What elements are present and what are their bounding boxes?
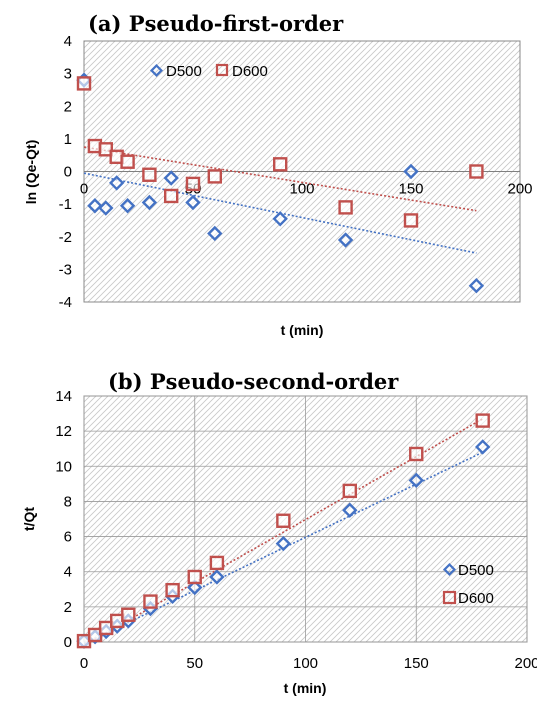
chart-a-point-d600 <box>120 154 135 169</box>
chart-a-y-tick-label: 4 <box>64 33 72 50</box>
chart-b-legend-d500-marker <box>442 562 457 577</box>
chart-b-point-d500 <box>275 535 292 552</box>
chart-b-point-d600 <box>165 582 180 598</box>
chart-a-point-d500 <box>207 225 223 242</box>
chart-a-y-tick-label: -1 <box>59 196 72 213</box>
chart-b-point-d500 <box>187 579 203 596</box>
chart-a-point-d600 <box>273 157 288 172</box>
chart-b-x-ticks: 0 50 100 150 200 <box>80 655 537 672</box>
chart-b-point-d600 <box>209 555 225 571</box>
chart-b-point-d600 <box>276 513 291 528</box>
chart-a-y-tick-label: 1 <box>64 131 72 148</box>
chart-b-point-d600 <box>121 607 136 622</box>
chart-b-point-d500 <box>408 472 424 489</box>
chart-a-point-d600 <box>207 169 223 184</box>
chart-a-point-d500 <box>141 194 158 211</box>
chart-a-point-d500 <box>163 170 179 186</box>
chart-a-y-tick-label: 0 <box>64 164 72 181</box>
chart-b-point-d600 <box>409 446 424 462</box>
chart-a-x-tick-label: 200 <box>507 181 532 198</box>
chart-a-point-d600 <box>338 200 353 215</box>
chart-b-x-tick-label: 50 <box>186 655 203 672</box>
chart-b-point-d600 <box>187 569 202 585</box>
chart-a-point-d500 <box>109 175 125 191</box>
chart-b-y-tick-label: 8 <box>64 493 72 510</box>
chart-a-y-tick-label: 2 <box>64 98 72 115</box>
chart-a-legend-d600-label: D600 <box>232 63 268 80</box>
chart-b-y-ticks: 0 2 4 6 8 10 12 14 <box>55 388 72 651</box>
chart-b-point-d500 <box>475 439 491 455</box>
chart-a-point-d600 <box>142 167 157 182</box>
chart-b-y-tick-label: 0 <box>64 634 72 651</box>
chart-a-point-d600 <box>403 213 419 228</box>
chart-a-point-d600 <box>469 164 484 179</box>
chart-b-legend-d600-marker <box>442 590 457 605</box>
chart-a-point-d500 <box>87 198 103 214</box>
chart-a-x-axis-label: t (min) <box>281 322 324 338</box>
chart-b-title: (b) Pseudo-second-order <box>108 369 399 394</box>
chart-a-point-d600 <box>163 188 179 204</box>
chart-b-point-d600 <box>143 594 158 609</box>
chart-a-points <box>76 72 485 294</box>
chart-a-legend-d600-marker <box>215 63 229 77</box>
chart-a-point-d500 <box>119 198 136 214</box>
chart-b-point-d600 <box>475 413 490 428</box>
chart-a-point-d600 <box>185 176 201 192</box>
chart-b-gridlines <box>83 395 528 643</box>
chart-a-legend-d500-label: D500 <box>166 63 202 80</box>
chart-b-y-tick-label: 6 <box>64 529 72 546</box>
chart-a-point-d600 <box>76 76 92 91</box>
chart-a-y-tick-label: 3 <box>64 66 72 83</box>
chart-a-x-tick-label: 0 <box>80 181 88 198</box>
chart-b-legend-d600-label: D600 <box>458 590 494 607</box>
chart-b-point-d600 <box>342 483 357 499</box>
chart-b-point-d500 <box>209 569 225 585</box>
chart-b-points <box>76 413 491 649</box>
chart-b-x-tick-label: 150 <box>404 655 429 672</box>
chart-b-x-tick-label: 200 <box>514 655 537 672</box>
chart-b-x-tick-label: 0 <box>80 655 88 672</box>
chart-b-legend-d500-label: D500 <box>458 562 494 579</box>
chart-a-legend: D500 D600 <box>149 63 268 80</box>
chart-a-point-d500 <box>185 194 201 211</box>
chart-a-point-d500 <box>337 232 354 248</box>
chart-a-point-d500 <box>98 200 114 216</box>
chart-b-legend: D500 D600 <box>442 562 494 607</box>
chart-b: (b) Pseudo-second-order 0 2 4 6 8 10 12 14 0 50 1… <box>21 369 537 696</box>
chart-a-x-tick-label: 150 <box>398 181 423 198</box>
chart-b-x-tick-label: 100 <box>293 655 318 672</box>
chart-a-x-tick-label: 100 <box>289 181 314 198</box>
chart-a-point-d600 <box>98 142 114 157</box>
chart-b-y-tick-label: 4 <box>64 564 72 581</box>
chart-a-y-axis-label: ln (Qe-Qt) <box>23 140 39 205</box>
chart-a-y-ticks: -4 -3 -2 -1 0 1 2 3 4 <box>59 33 72 311</box>
chart-b-x-axis-label: t (min) <box>284 680 327 696</box>
chart-a-point-d500 <box>403 163 419 180</box>
chart-a-point-d500 <box>272 211 288 227</box>
chart-a-y-tick-label: -4 <box>59 294 72 311</box>
chart-a-y-tick-label: -3 <box>59 261 72 278</box>
chart-b-y-tick-label: 12 <box>55 423 72 440</box>
chart-a-y-tick-label: -2 <box>59 229 72 246</box>
chart-b-y-tick-label: 2 <box>64 599 72 616</box>
chart-b-y-tick-label: 10 <box>55 458 72 475</box>
chart-a-title: (a) Pseudo-first-order <box>88 11 344 36</box>
chart-a-point-d500 <box>468 277 485 294</box>
chart-b-y-axis-label: t/Qt <box>21 507 37 531</box>
chart-a-legend-d500-marker <box>149 63 164 78</box>
chart-b-y-tick-label: 14 <box>55 388 72 405</box>
chart-b-point-d500 <box>342 502 358 518</box>
